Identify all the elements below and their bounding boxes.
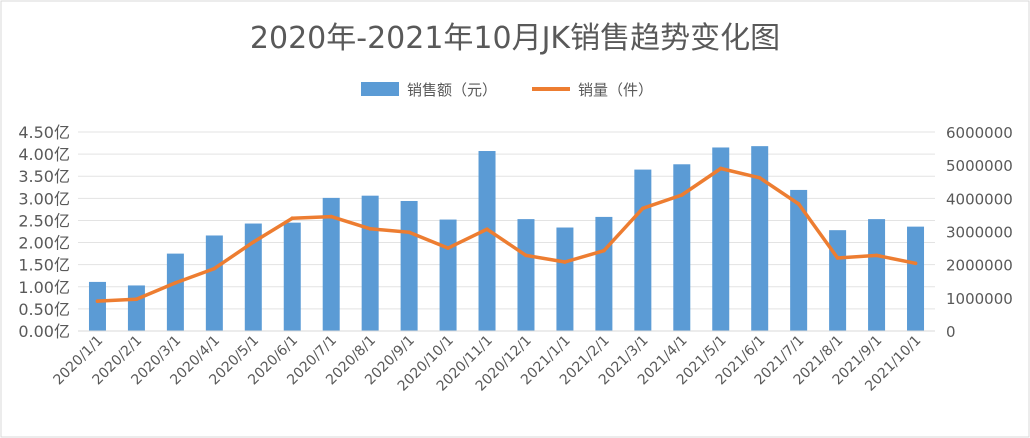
left-tick-label: 1.00亿 <box>18 278 70 297</box>
right-tick-label: 3000000 <box>946 224 1013 242</box>
bar <box>790 189 808 331</box>
bar <box>751 146 769 331</box>
line-point <box>485 227 489 231</box>
bar <box>88 281 106 331</box>
sales-volume-line <box>95 166 918 303</box>
line-point <box>524 253 528 258</box>
left-tick-label: 2.50亿 <box>18 211 70 230</box>
line-point <box>796 202 801 206</box>
bar <box>361 195 379 331</box>
bar-series <box>88 146 925 331</box>
chart-title: 2020年-2021年10月JK销售趋势变化图 <box>250 21 780 56</box>
legend-swatch-bar <box>361 82 399 96</box>
line-point <box>329 214 334 219</box>
line-point <box>134 297 139 301</box>
legend-label-line: 销量（件） <box>578 81 653 99</box>
line-point <box>913 261 918 266</box>
line-point <box>641 206 645 211</box>
right-tick-label: 6000000 <box>946 124 1013 142</box>
left-axis-ticks: 0.00亿 0.50亿 1.00亿 1.50亿 2.00亿 2.50亿 3.00亿 3.50亿… <box>18 123 70 341</box>
left-tick-label: 4.50亿 <box>18 123 70 142</box>
left-tick-label: 3.50亿 <box>18 167 70 186</box>
left-tick-label: 0.50亿 <box>18 300 70 319</box>
bar <box>868 219 886 331</box>
line-point <box>251 240 256 244</box>
line-point <box>679 193 684 197</box>
bar <box>829 230 847 331</box>
line-series <box>95 166 918 303</box>
line-point <box>874 253 879 258</box>
bar <box>907 226 925 331</box>
right-tick-label: 2000000 <box>946 257 1013 275</box>
bar <box>439 219 457 331</box>
line-point <box>368 227 372 231</box>
bar <box>400 200 418 331</box>
right-tick-label: 0 <box>946 323 956 341</box>
bar <box>595 216 613 331</box>
right-axis-ticks: 0 1000000 2000000 3000000 4000000 5000000 6000… <box>946 124 1013 341</box>
line-point <box>757 175 762 180</box>
bar <box>322 197 340 331</box>
line-point <box>290 216 295 221</box>
line-point <box>446 246 450 250</box>
line-point <box>212 266 217 271</box>
bar <box>556 227 574 331</box>
left-tick-label: 1.50亿 <box>18 256 70 275</box>
bar <box>244 223 262 331</box>
line-point <box>835 256 840 260</box>
bar <box>205 235 223 331</box>
right-tick-label: 5000000 <box>946 157 1013 175</box>
left-tick-label: 0.00亿 <box>18 322 70 341</box>
line-point <box>602 248 606 253</box>
line-point <box>173 281 178 285</box>
left-tick-label: 2.00亿 <box>18 234 70 253</box>
line-point <box>563 260 567 264</box>
left-tick-label: 4.00亿 <box>18 145 70 164</box>
line-point <box>95 299 100 303</box>
bar <box>283 222 301 331</box>
line-point <box>718 166 723 171</box>
bar <box>673 164 691 331</box>
bar <box>712 147 730 331</box>
line-point <box>407 230 411 234</box>
right-tick-label: 4000000 <box>946 190 1013 208</box>
right-tick-label: 1000000 <box>946 290 1013 308</box>
bar <box>127 285 145 331</box>
legend-label-bar: 销售额（元） <box>407 81 497 99</box>
bar <box>634 169 652 331</box>
bar <box>166 253 184 331</box>
bar <box>517 219 535 331</box>
legend: 销售额（元） 销量（件） <box>361 81 653 99</box>
bar <box>478 151 496 331</box>
left-tick-label: 3.00亿 <box>18 189 70 208</box>
